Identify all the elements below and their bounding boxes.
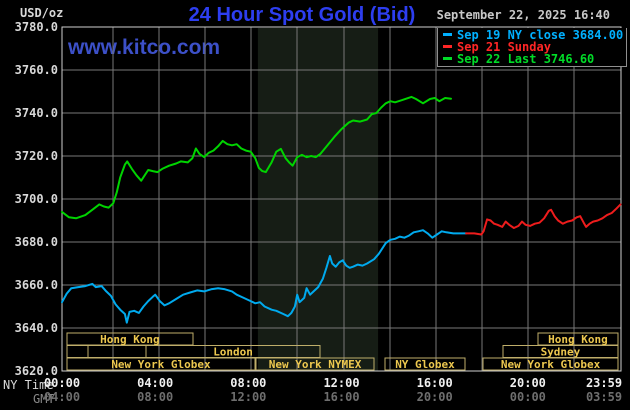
session-box	[66, 345, 89, 358]
x-tick-gmt: 20:00	[416, 390, 453, 404]
x-tick-gmt: 03:59	[585, 390, 623, 404]
legend-dash-marker	[443, 57, 452, 60]
y-tick-label: 3740.0	[14, 106, 58, 120]
session-label: Hong Kong	[100, 333, 160, 346]
session-label: New York Globex	[501, 358, 601, 371]
series-sep22-today	[61, 95, 452, 220]
series-sep19-friday	[61, 229, 468, 324]
y-tick-label: 3720.0	[14, 149, 58, 163]
session-label: New York NYMEX	[269, 358, 362, 371]
ny-time-axis-label: NY Time	[3, 378, 54, 392]
x-tick-ny-time: 00:00	[43, 376, 81, 390]
legend-label: Sep 22 Last 3746.60	[457, 52, 595, 66]
chart-legend: Sep 19 NY close 3684.00 Sep 21 Sunday Sep …	[437, 28, 627, 67]
page-title: 24 Hour Spot Gold (Bid)	[188, 4, 416, 26]
session-label: Sydney	[541, 346, 581, 359]
y-axis-unit: USD/oz	[20, 6, 64, 20]
x-tick-gmt: 08:00	[137, 390, 174, 404]
x-tick-gmt: 12:00	[230, 390, 267, 404]
y-tick-label: 3660.0	[14, 278, 58, 292]
legend-dash-marker	[443, 33, 452, 36]
x-tick-gmt: 00:00	[509, 390, 546, 404]
session-label: NY Globex	[395, 358, 455, 371]
legend-label: Sep 21 Sunday	[457, 40, 551, 54]
legend-label: Sep 19 NY close 3684.00	[457, 28, 624, 42]
x-tick-ny-time: 08:00	[230, 376, 267, 390]
plot-border	[61, 26, 622, 372]
x-tick-ny-time: 12:00	[323, 376, 360, 390]
session-label: Hong Kong	[548, 333, 608, 346]
y-tick-label: 3700.0	[14, 192, 58, 206]
legend-entry: Sep 22 Last 3746.60	[442, 53, 626, 65]
x-tick-ny-time: 16:00	[416, 376, 453, 390]
session-label: London	[213, 346, 253, 359]
y-tick-label: 3640.0	[14, 321, 58, 335]
session-box	[66, 357, 256, 371]
legend-dash-marker	[443, 45, 452, 48]
session-label: New York Globex	[111, 358, 211, 371]
session-box	[255, 357, 375, 371]
y-tick-label: 3780.0	[14, 20, 58, 34]
y-tick-label: 3680.0	[14, 235, 58, 249]
legend-entry: Sep 21 Sunday	[442, 41, 626, 53]
chart-timestamp: September 22, 2025 16:40	[436, 8, 610, 22]
y-tick-label: 3760.0	[14, 63, 58, 77]
x-tick-ny-time: 04:00	[137, 376, 174, 390]
session-box	[87, 345, 147, 358]
gmt-axis-label: GMT	[33, 392, 55, 406]
session-box	[482, 357, 619, 371]
x-tick-gmt: 16:00	[323, 390, 360, 404]
legend-entry: Sep 19 NY close 3684.00	[442, 29, 626, 41]
series-sep21-sunday	[465, 203, 622, 236]
x-tick-gmt: 04:00	[43, 390, 81, 404]
x-tick-ny-time: 23:59	[585, 376, 623, 390]
y-tick-label: 3620.0	[14, 364, 58, 378]
x-tick-ny-time: 20:00	[509, 376, 546, 390]
session-box	[384, 357, 466, 371]
kitco-watermark-link[interactable]: www.kitco.com	[68, 36, 221, 59]
